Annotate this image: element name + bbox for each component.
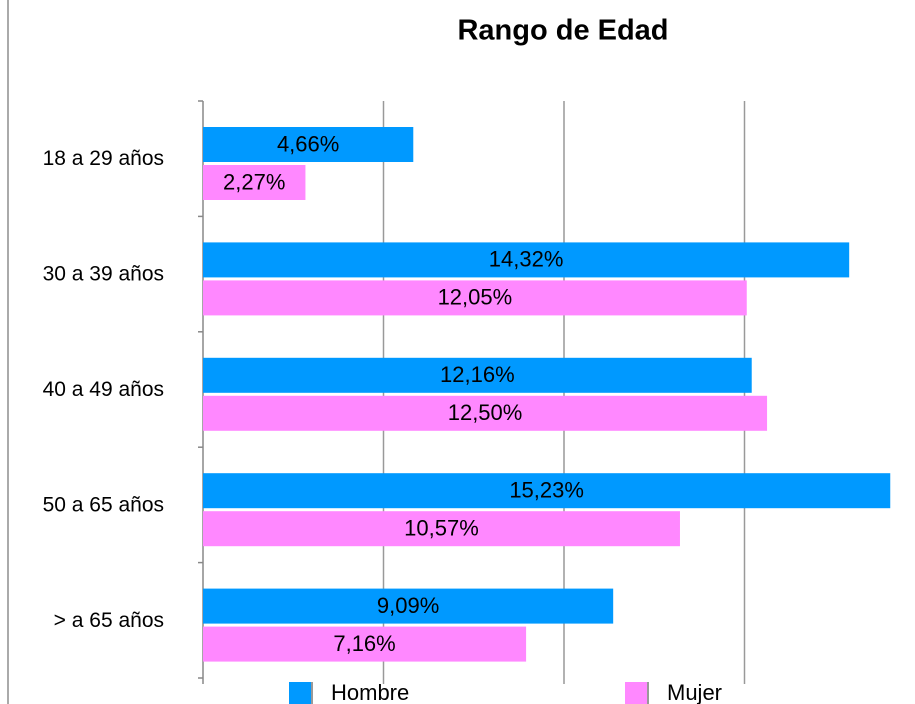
bar — [203, 127, 414, 162]
data-label: 10,57% — [404, 516, 479, 541]
chart-title: Rango de Edad — [457, 15, 668, 47]
legend-label: Mujer — [667, 680, 722, 704]
data-label: 14,32% — [489, 247, 564, 272]
data-label: 7,16% — [333, 631, 395, 656]
bar — [203, 165, 306, 200]
bar — [203, 626, 527, 662]
data-label: 9,09% — [377, 593, 439, 618]
y-tick-label: 30 a 39 años — [43, 263, 164, 286]
y-tick-label: 50 a 65 años — [43, 493, 164, 516]
y-tick-label: 40 a 49 años — [43, 378, 164, 401]
data-label: 12,16% — [440, 362, 515, 387]
data-label: 15,23% — [509, 478, 584, 503]
legend-label: Hombre — [331, 680, 409, 704]
data-label: 2,27% — [223, 169, 285, 194]
bar — [203, 395, 768, 431]
bar — [203, 473, 891, 509]
bar — [203, 588, 614, 624]
bar — [203, 357, 752, 393]
data-label: 12,50% — [448, 400, 523, 425]
legend-swatch — [289, 682, 311, 704]
data-label: 12,05% — [438, 285, 513, 310]
bar — [203, 511, 680, 547]
bar — [203, 280, 747, 316]
y-tick-label: 18 a 29 años — [43, 147, 164, 170]
legend-swatch — [625, 682, 647, 704]
data-label: 4,66% — [277, 131, 339, 156]
bar — [203, 242, 850, 278]
y-tick-label: > a 65 años — [54, 609, 164, 632]
